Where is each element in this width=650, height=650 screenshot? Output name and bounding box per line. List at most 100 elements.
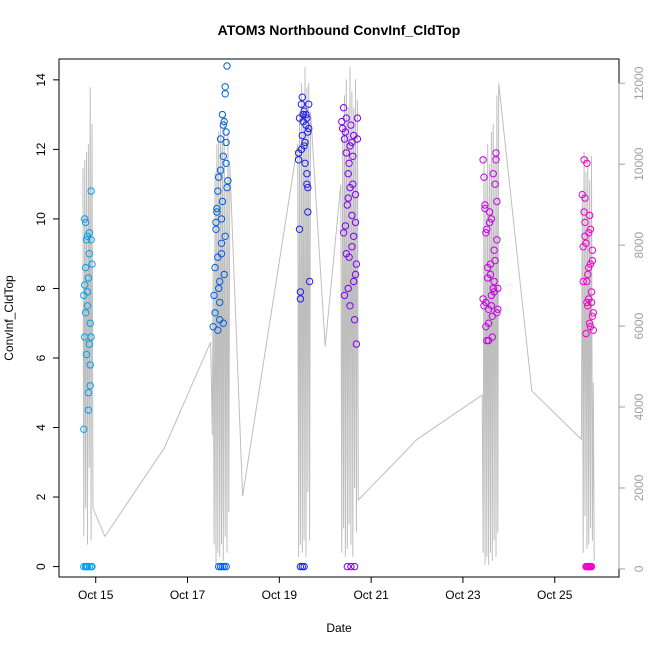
data-point [343, 201, 351, 209]
data-point [80, 425, 88, 433]
data-point [582, 239, 590, 248]
data-point [222, 159, 230, 168]
data-point [81, 218, 90, 227]
data-point [484, 319, 493, 327]
data-point [209, 323, 217, 331]
data-point [484, 336, 493, 345]
data-point [217, 239, 226, 248]
x-axis-label: Date [326, 621, 352, 635]
data-point [82, 236, 91, 244]
x-tick-label: Oct 21 [353, 588, 389, 602]
data-point [81, 263, 90, 272]
plot-area: Oct 15 Oct 17 Oct 19 Oct 21 Oct 23 Oct 25 0 2 4 6… [34, 58, 646, 602]
data-point [352, 260, 361, 268]
data-point [351, 218, 360, 227]
data-point [341, 128, 350, 136]
data-point [347, 121, 355, 129]
data-point [485, 218, 494, 227]
data-point [347, 562, 355, 571]
y-tick-label: 2 [34, 493, 48, 500]
data-point [350, 316, 359, 324]
data-point [211, 263, 219, 272]
data-point [490, 246, 498, 254]
data-point [339, 104, 348, 112]
data-point [81, 333, 89, 341]
data-point [221, 232, 229, 241]
data-point [491, 180, 499, 188]
data-point [345, 159, 353, 168]
data-point [82, 350, 91, 359]
data-point [85, 340, 94, 348]
data-point [296, 562, 305, 571]
data-point [493, 236, 501, 244]
data-point [353, 114, 362, 122]
data-point [305, 277, 314, 286]
data-point [296, 295, 305, 303]
data-point [215, 173, 223, 181]
data-point [586, 225, 595, 234]
data-point [304, 128, 312, 136]
data-point [488, 312, 496, 320]
data-point [216, 166, 225, 174]
y-tick-label: 10 [34, 212, 48, 226]
data-point [348, 243, 356, 251]
data-point [494, 305, 502, 313]
data-point [349, 152, 357, 161]
data-point [344, 170, 352, 178]
x-tick-label: Oct 15 [78, 588, 114, 602]
data-point [479, 156, 487, 164]
data-point [350, 277, 358, 286]
y2-tick-label: 2000 [632, 474, 646, 501]
data-point [489, 284, 497, 293]
data-point [343, 562, 351, 571]
data-point [493, 197, 501, 206]
data-point [588, 256, 597, 265]
y2-tick-label: 4000 [632, 393, 646, 420]
data-point [481, 201, 489, 209]
data-point [483, 225, 491, 234]
data-point [585, 295, 593, 303]
data-point [216, 298, 224, 307]
data-point [350, 232, 358, 241]
y-tick-label: 14 [34, 73, 48, 87]
data-point [219, 152, 228, 161]
data-point [344, 284, 352, 293]
data-point [297, 100, 306, 108]
data-point [581, 218, 589, 227]
data-point [301, 138, 309, 147]
data-point [487, 215, 496, 223]
data-point [583, 159, 591, 168]
data-point [588, 246, 597, 254]
data-point [480, 173, 488, 181]
data-point [213, 204, 221, 213]
data-point [589, 309, 597, 317]
data-point [305, 100, 313, 108]
data-point [585, 263, 593, 272]
data-point [340, 291, 349, 300]
data-point [588, 312, 597, 320]
data-point [88, 562, 96, 571]
data-point [221, 83, 229, 91]
x-tick-label: Oct 17 [170, 588, 206, 602]
data-point [342, 149, 350, 157]
data-point [218, 197, 227, 206]
data-point [221, 90, 229, 98]
data-point [344, 194, 352, 202]
data-point [338, 117, 346, 126]
data-point [213, 208, 221, 216]
data-point [583, 298, 591, 307]
data-point [218, 110, 227, 119]
data-point [481, 204, 489, 213]
data-point [219, 121, 228, 129]
data-point [295, 225, 304, 234]
data-point [491, 256, 499, 265]
y-tick-label: 4 [34, 424, 48, 431]
data-point [340, 135, 349, 143]
data-point [351, 270, 360, 279]
y2-tick-label: 0 [632, 565, 646, 572]
data-point [85, 250, 94, 258]
data-point [83, 302, 92, 310]
data-point [223, 62, 231, 70]
